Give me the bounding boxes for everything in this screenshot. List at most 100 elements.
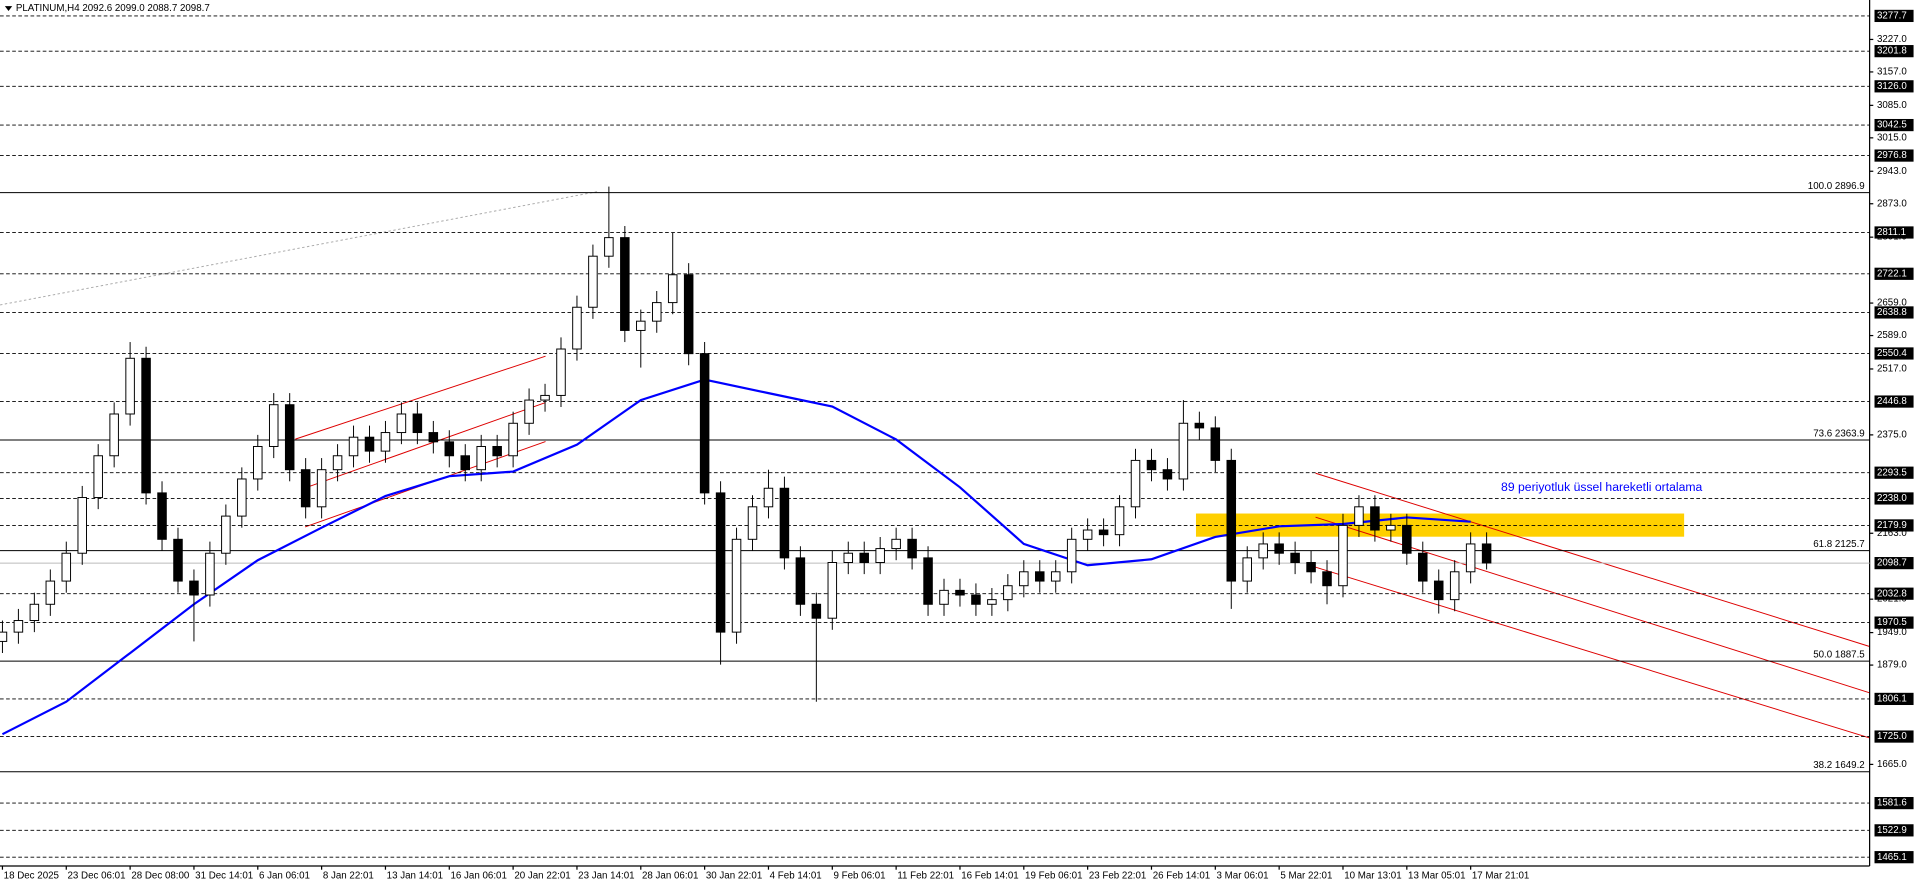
candle-body [1114, 506, 1125, 536]
y-tick-label: 1949.0 [1877, 627, 1907, 638]
candle-body [556, 348, 566, 396]
level-label: 2550.4 [1877, 348, 1907, 359]
x-tick-label: 31 Dec 14:01 [195, 870, 253, 881]
x-tick-label: 19 Feb 06:01 [1025, 870, 1082, 881]
level-label: 1522.9 [1877, 825, 1907, 836]
y-tick-label: 3157.0 [1877, 67, 1907, 78]
x-tick-label: 17 Mar 21:01 [1472, 870, 1529, 881]
candle-body [923, 557, 933, 605]
channel-line [1315, 472, 1870, 647]
candle-body [1418, 552, 1428, 582]
level-label: 2238.0 [1877, 493, 1907, 504]
level-box [1874, 226, 1914, 239]
y-tick-label: 2589.0 [1877, 330, 1907, 341]
candle-body [1194, 422, 1205, 429]
candle-body [1050, 571, 1061, 582]
candle-body [572, 306, 582, 350]
level-box [1874, 149, 1914, 162]
candle-body [412, 413, 423, 434]
level-label: 2638.8 [1877, 307, 1907, 318]
candle-body [189, 580, 199, 596]
y-tick-label: 2873.0 [1877, 198, 1907, 209]
candle-body [1003, 585, 1013, 601]
candle-body [1290, 552, 1300, 563]
ema-line [1, 378, 1471, 736]
x-tick-label: 8 Jan 22:01 [323, 870, 374, 881]
candles [0, 186, 1492, 702]
candle-body [891, 538, 901, 550]
x-tick-label: 30 Jan 22:01 [706, 870, 762, 881]
x-tick-label: 6 Jan 06:01 [259, 870, 310, 881]
candle-body [1098, 529, 1109, 536]
candle-body [683, 274, 694, 355]
candle-body [1066, 538, 1077, 573]
candle-body [173, 538, 183, 582]
level-box [1874, 587, 1914, 600]
y-tick-label: 3015.0 [1877, 132, 1907, 143]
candle-body [1433, 580, 1444, 601]
candle-body [364, 436, 375, 452]
level-box [1874, 267, 1914, 280]
candle-body [1306, 562, 1316, 573]
x-tick-label: 23 Dec 06:01 [67, 870, 125, 881]
candle-body [811, 603, 822, 619]
candle-body [636, 320, 646, 331]
menu-icon [4, 6, 13, 11]
level-label: 1725.0 [1877, 731, 1907, 742]
candle-body [300, 469, 311, 508]
candle-body [1465, 543, 1476, 573]
candle-body [61, 552, 72, 582]
candle-body [843, 552, 854, 563]
level-box [1874, 851, 1914, 864]
x-tick-label: 13 Jan 14:01 [387, 870, 443, 881]
fib-label: 73.6 2363.9 [1813, 429, 1865, 440]
candle-body [1386, 524, 1396, 531]
y-tick-label: 2163.0 [1877, 528, 1907, 539]
level-label: 2032.8 [1877, 588, 1907, 599]
level-box [1874, 118, 1914, 132]
candle-body [715, 492, 726, 633]
x-tick-label: 5 Mar 22:01 [1280, 870, 1332, 881]
candle-body [93, 455, 103, 499]
candle-body [29, 603, 40, 622]
candle-body [731, 538, 742, 633]
last-price-label: 2098.7 [1877, 558, 1907, 569]
candle-body [859, 552, 869, 563]
candle-body [476, 445, 486, 471]
x-tick-label: 4 Feb 14:01 [770, 870, 822, 881]
candle-body [396, 413, 407, 434]
level-box [1874, 519, 1914, 532]
candle-body [1354, 506, 1364, 526]
candle-body [1178, 422, 1189, 480]
level-box [1874, 347, 1914, 360]
x-tick-label: 26 Feb 14:01 [1153, 870, 1210, 881]
x-tick-label: 16 Feb 14:01 [961, 870, 1018, 881]
candle-body [987, 599, 997, 605]
level-box [1874, 730, 1914, 743]
level-label: 2722.1 [1877, 268, 1907, 279]
candle-body [604, 237, 614, 257]
candle-body [268, 404, 279, 447]
level-label: 3042.5 [1877, 120, 1907, 131]
candle-body [651, 302, 662, 322]
level-box [1874, 45, 1914, 58]
candle-body [540, 394, 550, 401]
candle-body [492, 445, 502, 457]
candle-body [1035, 571, 1045, 582]
level-box [1874, 306, 1914, 319]
level-box [1874, 824, 1914, 837]
candle-body [699, 353, 710, 494]
level-label: 1465.1 [1877, 852, 1907, 863]
candle-body [221, 515, 231, 554]
level-box [1874, 395, 1914, 408]
x-tick-label: 3 Mar 06:01 [1217, 870, 1269, 881]
candle-body [939, 589, 949, 605]
candle-body [1146, 459, 1157, 471]
candle-body [45, 580, 56, 605]
y-tick-label: 2517.0 [1877, 364, 1907, 375]
candle-body [524, 399, 534, 424]
candle-body [1130, 459, 1141, 508]
candle-body [1481, 543, 1492, 564]
candle-body [444, 441, 455, 457]
level-box [1874, 466, 1914, 479]
